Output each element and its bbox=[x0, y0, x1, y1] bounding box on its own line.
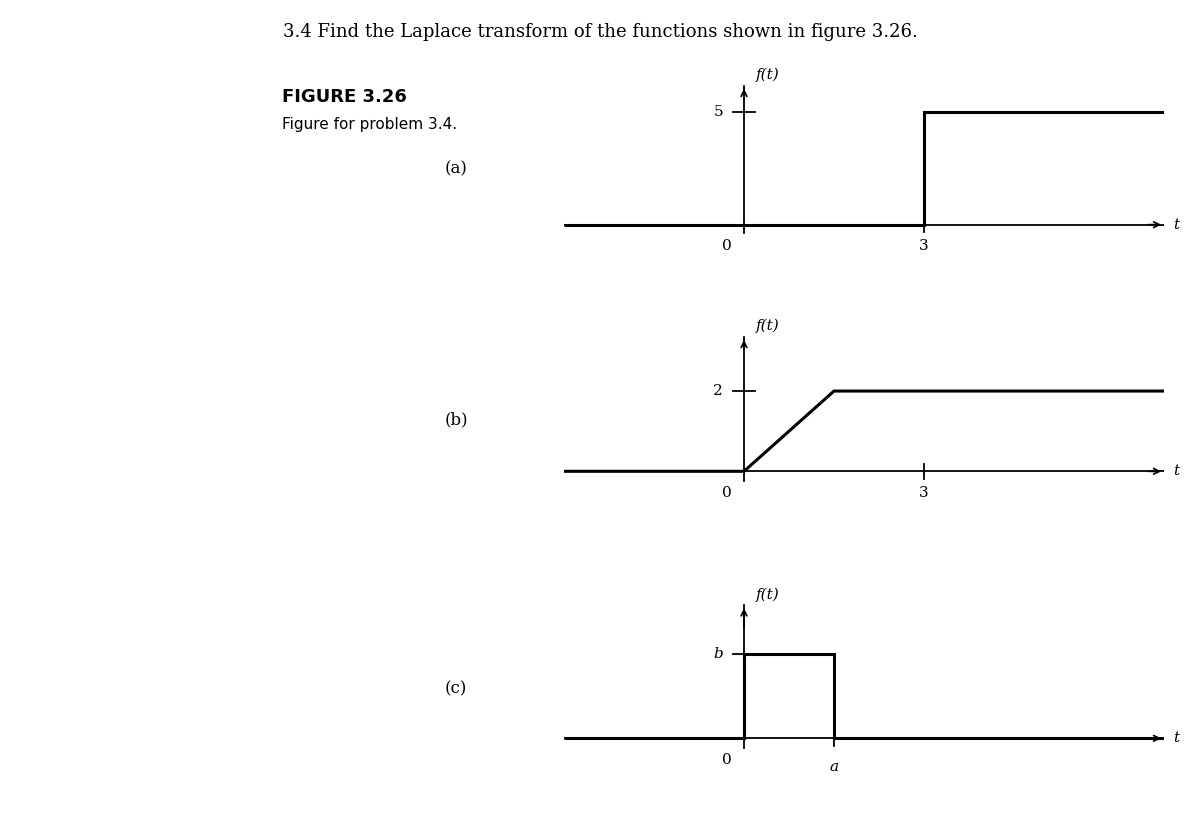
Text: 3.4 Find the Laplace transform of the functions shown in figure 3.26.: 3.4 Find the Laplace transform of the fu… bbox=[282, 23, 918, 41]
Text: t: t bbox=[1174, 464, 1180, 478]
Text: (c): (c) bbox=[445, 680, 467, 697]
Text: f(t): f(t) bbox=[756, 587, 780, 602]
Text: (a): (a) bbox=[444, 160, 468, 177]
Text: f(t): f(t) bbox=[756, 319, 780, 333]
Text: t: t bbox=[1174, 732, 1180, 745]
Text: t: t bbox=[1174, 217, 1180, 232]
Text: f(t): f(t) bbox=[756, 68, 780, 82]
Text: Figure for problem 3.4.: Figure for problem 3.4. bbox=[282, 117, 457, 133]
Text: b: b bbox=[713, 648, 722, 661]
Text: 0: 0 bbox=[722, 486, 732, 500]
Text: 0: 0 bbox=[722, 753, 732, 767]
Text: 0: 0 bbox=[722, 239, 732, 253]
Text: FIGURE 3.26: FIGURE 3.26 bbox=[282, 88, 407, 106]
Text: 3: 3 bbox=[919, 239, 929, 253]
Text: (b): (b) bbox=[444, 412, 468, 429]
Text: 3: 3 bbox=[919, 486, 929, 500]
Text: 2: 2 bbox=[713, 384, 722, 398]
Text: 5: 5 bbox=[713, 105, 722, 119]
Text: a: a bbox=[829, 760, 839, 774]
